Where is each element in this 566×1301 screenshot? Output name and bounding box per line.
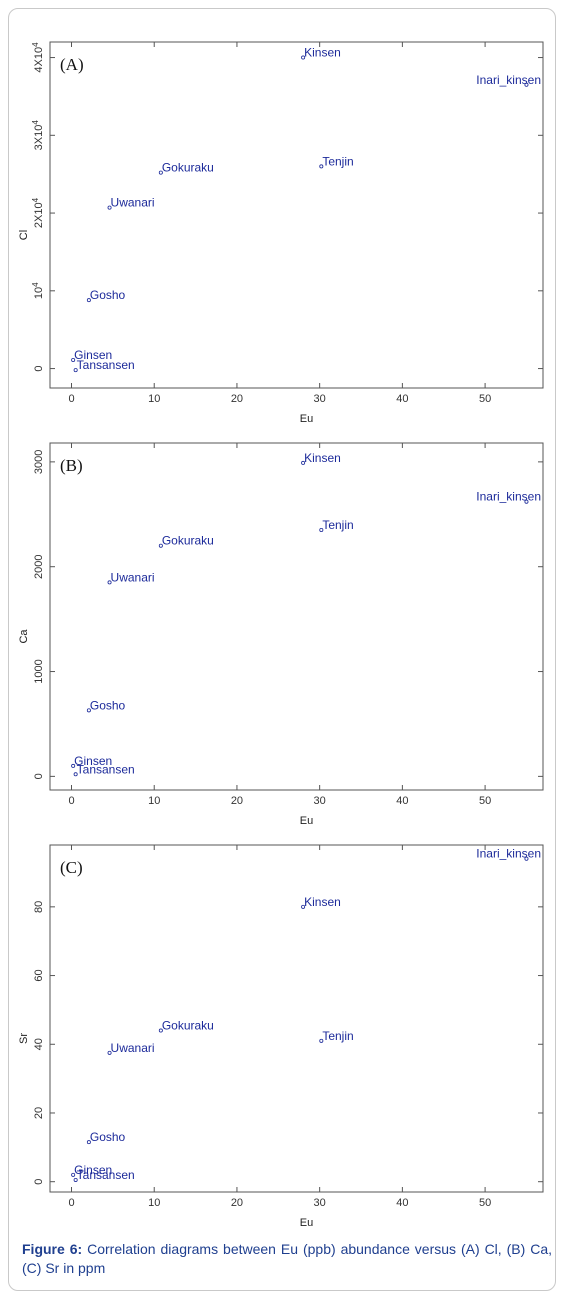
x-tick-label: 20	[231, 393, 243, 405]
point-label: Gosho	[90, 698, 126, 712]
point-label: Uwanari	[111, 1041, 155, 1055]
point-label: Tansansen	[77, 358, 135, 372]
point-label: Ginsen	[74, 1163, 112, 1177]
data-point	[107, 205, 112, 210]
x-tick-label: 10	[148, 795, 160, 807]
data-point	[71, 1172, 76, 1177]
y-tick-label: 0	[33, 365, 45, 371]
data-point	[524, 856, 529, 861]
y-tick-label: 2000	[33, 554, 45, 578]
x-tick-label: 0	[68, 1197, 74, 1209]
data-point	[86, 708, 91, 713]
y-tick-label: 104	[31, 282, 45, 299]
plot-frame	[49, 41, 544, 389]
point-label: Tenjin	[322, 1029, 353, 1043]
point-label: Tenjin	[322, 154, 353, 168]
x-tick-label: 50	[479, 795, 491, 807]
y-axis-title: Ca	[18, 629, 30, 644]
point-label: Gokuraku	[162, 1019, 214, 1033]
data-point	[524, 82, 529, 87]
point-label: Gosho	[90, 288, 126, 302]
point-label: Gosho	[90, 1130, 126, 1144]
x-tick-label: 10	[148, 393, 160, 405]
data-point	[107, 1050, 112, 1055]
x-tick-label: 30	[314, 1197, 326, 1209]
data-point	[301, 55, 306, 60]
caption-figure-number: Figure 6:	[22, 1241, 83, 1257]
point-label: Gokuraku	[162, 161, 214, 175]
x-axis-title: Eu	[300, 413, 313, 425]
x-tick-label: 30	[314, 393, 326, 405]
data-point	[73, 1177, 78, 1182]
data-point	[107, 580, 112, 585]
point-label: Ginsen	[74, 348, 112, 362]
x-tick-label: 0	[68, 795, 74, 807]
x-axis-title: Eu	[300, 815, 313, 827]
point-label: Uwanari	[111, 196, 155, 210]
x-tick-label: 30	[314, 795, 326, 807]
panel-label: (A)	[60, 55, 84, 74]
x-tick-label: 0	[68, 393, 74, 405]
x-tick-label: 20	[231, 1197, 243, 1209]
y-axis-title: Sr	[18, 1033, 30, 1044]
data-point	[319, 528, 324, 533]
point-label: Inari_kinsen	[476, 73, 541, 87]
point-label: Tenjin	[322, 518, 353, 532]
y-tick-label: 80	[33, 901, 45, 913]
x-tick-label: 40	[396, 795, 408, 807]
y-tick-label: 1000	[33, 659, 45, 683]
plot-frame	[49, 844, 544, 1193]
x-tick-label: 50	[479, 393, 491, 405]
data-point	[319, 164, 324, 169]
y-axis-title: Cl	[18, 230, 30, 240]
panel-label: (B)	[60, 456, 83, 475]
y-tick-label: 2X104	[31, 197, 45, 228]
data-point	[71, 763, 76, 768]
y-tick-label: 4X104	[31, 42, 45, 73]
x-tick-label: 50	[479, 1197, 491, 1209]
figure-caption: Figure 6: Correlation diagrams between E…	[22, 1240, 552, 1278]
x-tick-label: 40	[396, 393, 408, 405]
figure-frame	[8, 8, 556, 1291]
point-label: Uwanari	[111, 570, 155, 584]
y-tick-label: 60	[33, 969, 45, 981]
y-tick-label: 20	[33, 1107, 45, 1119]
x-tick-label: 20	[231, 795, 243, 807]
point-label: Tansansen	[77, 762, 135, 776]
caption-text: Correlation diagrams between Eu (ppb) ab…	[22, 1241, 552, 1276]
point-label: Ginsen	[74, 754, 112, 768]
data-point	[301, 904, 306, 909]
plot-frame	[49, 442, 544, 791]
x-axis-title: Eu	[300, 1217, 313, 1229]
data-point	[73, 368, 78, 373]
point-label: Inari_kinsen	[476, 847, 541, 861]
y-tick-label: 0	[33, 773, 45, 779]
data-point	[86, 298, 91, 303]
data-point	[73, 772, 78, 777]
x-tick-label: 40	[396, 1197, 408, 1209]
point-label: Kinsen	[304, 451, 341, 465]
point-label: Tansansen	[77, 1168, 135, 1182]
point-label: Kinsen	[304, 46, 341, 60]
data-point	[158, 170, 163, 175]
data-point	[71, 358, 76, 363]
y-tick-label: 40	[33, 1038, 45, 1050]
point-label: Inari_kinsen	[476, 490, 541, 504]
x-tick-label: 10	[148, 1197, 160, 1209]
data-point	[301, 460, 306, 465]
data-point	[524, 499, 529, 504]
panel-label: (C)	[60, 858, 83, 877]
y-tick-label: 3000	[33, 450, 45, 474]
point-label: Kinsen	[304, 895, 341, 909]
data-point	[319, 1038, 324, 1043]
y-tick-label: 0	[33, 1179, 45, 1185]
y-tick-label: 3X104	[31, 120, 45, 151]
data-point	[158, 1028, 163, 1033]
point-label: Gokuraku	[162, 534, 214, 548]
data-point	[158, 543, 163, 548]
data-point	[86, 1140, 91, 1145]
